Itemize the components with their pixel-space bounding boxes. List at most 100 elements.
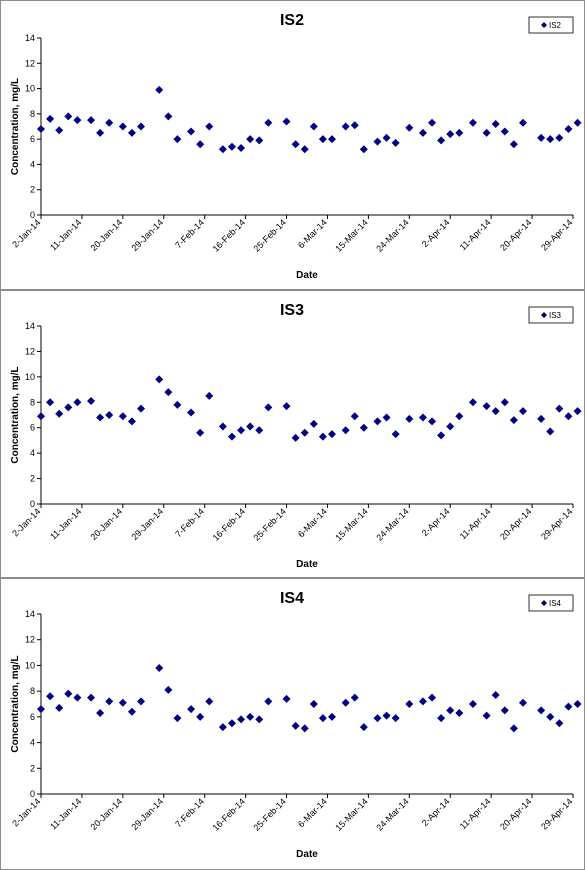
data-point xyxy=(105,118,114,127)
data-point xyxy=(187,408,196,417)
data-point xyxy=(491,407,500,416)
chart-title: IS2 xyxy=(280,12,304,29)
data-point xyxy=(350,693,359,702)
x-tick-label: 20-Apr-14 xyxy=(498,217,533,252)
data-point xyxy=(237,426,246,435)
chart-panel-is3: IS3 0 2 4 6 8 10 12 14 2-Jan-14 11-Jan-14 20-Jan-14… xyxy=(0,290,585,578)
data-point xyxy=(264,403,273,412)
x-tick-label: 29-Apr-14 xyxy=(539,217,574,252)
x-tick-label: 20-Apr-14 xyxy=(498,796,533,831)
x-tick-label: 16-Feb-14 xyxy=(211,506,247,542)
data-point xyxy=(382,133,391,142)
data-point xyxy=(359,723,368,732)
data-point xyxy=(37,705,45,714)
x-tick-label: 29-Jan-14 xyxy=(129,506,165,542)
data-point xyxy=(428,118,437,127)
data-point xyxy=(428,417,437,426)
data-point xyxy=(500,706,509,715)
y-tick-label: 6 xyxy=(30,423,35,433)
data-point xyxy=(96,709,105,717)
chart-title: IS3 xyxy=(280,302,304,319)
data-point xyxy=(500,127,509,136)
x-tick-label: 24-Mar-14 xyxy=(374,506,410,542)
data-point xyxy=(187,127,196,136)
data-point xyxy=(255,715,264,724)
data-point xyxy=(573,407,582,416)
x-tick-label: 16-Feb-14 xyxy=(211,217,247,253)
data-point xyxy=(341,122,350,131)
y-tick-label: 4 xyxy=(30,159,35,169)
x-tick-label: 29-Apr-14 xyxy=(539,796,574,831)
data-point xyxy=(318,432,327,441)
data-point xyxy=(37,125,45,134)
data-point xyxy=(55,409,64,418)
y-tick-label: 2 xyxy=(30,185,35,195)
data-point xyxy=(173,714,182,723)
legend-marker-icon xyxy=(541,22,547,28)
data-point xyxy=(205,391,214,400)
x-tick-label: 20-Jan-14 xyxy=(89,796,125,832)
data-point xyxy=(391,430,400,439)
data-point xyxy=(546,135,555,144)
data-point xyxy=(255,426,264,435)
data-point xyxy=(328,712,337,721)
x-tick-label: 25-Feb-14 xyxy=(252,506,288,542)
x-axis-title: Date xyxy=(296,270,318,281)
data-point xyxy=(300,145,309,154)
y-tick-label: 10 xyxy=(25,84,35,94)
legend-box xyxy=(528,594,574,612)
data-point xyxy=(87,116,96,125)
y-tick-label: 8 xyxy=(30,397,35,407)
data-point xyxy=(555,719,564,728)
data-point xyxy=(437,431,446,440)
data-point xyxy=(46,692,55,701)
y-tick-label: 6 xyxy=(30,712,35,722)
x-tick-label: 20-Jan-14 xyxy=(89,217,125,253)
y-tick-label: 0 xyxy=(30,210,35,220)
data-point xyxy=(218,422,227,431)
data-point xyxy=(328,135,337,144)
data-point xyxy=(155,375,164,384)
y-tick-label: 14 xyxy=(25,321,35,331)
x-tick-label: 2-Jan-14 xyxy=(10,506,42,538)
data-point xyxy=(173,135,182,144)
data-point xyxy=(446,422,455,431)
legend-label: IS2 xyxy=(549,21,562,30)
data-point xyxy=(350,412,359,421)
x-tick-label: 2-Jan-14 xyxy=(10,796,42,828)
data-point xyxy=(300,724,309,733)
data-point xyxy=(482,711,491,720)
data-point xyxy=(405,414,414,423)
x-tick-label: 29-Jan-14 xyxy=(129,796,165,832)
data-point xyxy=(382,711,391,720)
data-point xyxy=(359,145,368,154)
data-point xyxy=(428,693,437,702)
data-point xyxy=(205,697,214,706)
scatter-chart-is4: IS4 0 2 4 6 8 10 12 14 2-Jan-14 11-Jan-14 20-Jan-14… xyxy=(10,590,582,860)
data-point xyxy=(87,693,96,702)
data-point xyxy=(546,712,555,721)
x-tick-label: 15-Mar-14 xyxy=(333,506,369,542)
data-point xyxy=(468,118,477,127)
data-point xyxy=(468,700,477,708)
data-point xyxy=(359,423,368,432)
x-tick-label: 2-Apr-14 xyxy=(420,217,452,249)
x-tick-label: 16-Feb-14 xyxy=(211,796,247,832)
chart-panel-is2: IS2 0 2 4 6 8 10 12 14 2-Jan-14 11-Jan-14 20-Jan-14… xyxy=(0,0,585,290)
legend-box xyxy=(528,306,574,324)
y-tick-label: 6 xyxy=(30,134,35,144)
data-point xyxy=(46,398,55,407)
x-tick-label: 2-Jan-14 xyxy=(10,217,42,249)
x-tick-label: 6-Mar-14 xyxy=(296,796,329,829)
data-point xyxy=(55,703,64,712)
data-point xyxy=(318,714,327,723)
data-point xyxy=(96,128,105,137)
data-point xyxy=(64,689,73,698)
y-tick-label: 14 xyxy=(25,609,35,619)
data-point xyxy=(491,691,500,699)
data-point xyxy=(418,413,427,422)
data-point xyxy=(373,137,382,146)
data-point xyxy=(468,398,477,407)
y-tick-label: 2 xyxy=(30,474,35,484)
data-point xyxy=(518,407,527,416)
